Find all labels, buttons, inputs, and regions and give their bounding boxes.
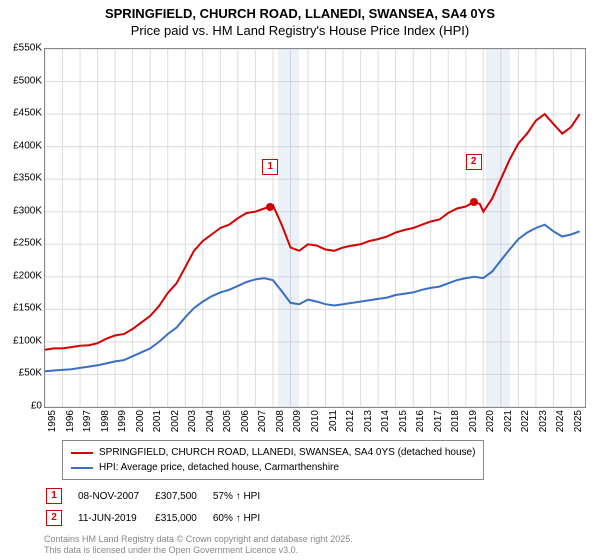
- x-tick-label: 1998: [100, 410, 111, 432]
- sale-marker-dot: [266, 203, 274, 211]
- sale-marker-dot: [470, 198, 478, 206]
- y-tick-label: £150K: [2, 303, 42, 314]
- legend-swatch: [71, 467, 93, 469]
- x-tick-label: 2010: [310, 410, 321, 432]
- y-tick-label: £400K: [2, 140, 42, 151]
- sale-date: 08-NOV-2007: [78, 486, 153, 506]
- sale-marker-box: 1: [262, 159, 278, 175]
- x-tick-label: 2016: [415, 410, 426, 432]
- series-price_paid: [45, 114, 580, 350]
- legend-label: SPRINGFIELD, CHURCH ROAD, LLANEDI, SWANS…: [99, 445, 475, 460]
- sale-delta: 60% ↑ HPI: [213, 508, 274, 528]
- sale-price: £307,500: [155, 486, 211, 506]
- sale-marker-box: 2: [466, 154, 482, 170]
- x-tick-label: 2013: [363, 410, 374, 432]
- title-line-2: Price paid vs. HM Land Registry's House …: [0, 23, 600, 40]
- sale-date: 11-JUN-2019: [78, 508, 153, 528]
- y-tick-label: £100K: [2, 335, 42, 346]
- x-tick-label: 2022: [520, 410, 531, 432]
- y-tick-label: £300K: [2, 205, 42, 216]
- sale-index-box: 1: [46, 488, 62, 504]
- y-tick-label: £550K: [2, 43, 42, 54]
- y-tick-label: £200K: [2, 270, 42, 281]
- x-tick-label: 2009: [292, 410, 303, 432]
- x-tick-label: 2021: [503, 410, 514, 432]
- x-tick-label: 2000: [135, 410, 146, 432]
- footnote-line-1: Contains HM Land Registry data © Crown c…: [44, 534, 353, 545]
- legend-item: HPI: Average price, detached house, Carm…: [71, 460, 475, 475]
- sale-index-box: 2: [46, 510, 62, 526]
- x-tick-label: 2014: [380, 410, 391, 432]
- x-tick-label: 2003: [187, 410, 198, 432]
- legend: SPRINGFIELD, CHURCH ROAD, LLANEDI, SWANS…: [62, 440, 484, 480]
- footnote-line-2: This data is licensed under the Open Gov…: [44, 545, 353, 556]
- x-tick-label: 2020: [485, 410, 496, 432]
- x-tick-label: 2004: [205, 410, 216, 432]
- sales-table: 1 08-NOV-2007£307,50057% ↑ HPI 2 11-JUN-201…: [44, 484, 276, 530]
- x-tick-label: 2017: [433, 410, 444, 432]
- sales-row: 1 08-NOV-2007£307,50057% ↑ HPI: [46, 486, 274, 506]
- y-tick-label: £250K: [2, 238, 42, 249]
- legend-label: HPI: Average price, detached house, Carm…: [99, 460, 339, 475]
- y-tick-label: £0: [2, 401, 42, 412]
- footnote: Contains HM Land Registry data © Crown c…: [44, 534, 353, 556]
- chart-title: SPRINGFIELD, CHURCH ROAD, LLANEDI, SWANS…: [0, 0, 600, 40]
- x-tick-label: 1996: [65, 410, 76, 432]
- y-tick-label: £50K: [2, 368, 42, 379]
- series-hpi: [45, 225, 580, 372]
- x-tick-label: 2005: [222, 410, 233, 432]
- y-tick-label: £350K: [2, 173, 42, 184]
- x-tick-label: 2011: [328, 410, 339, 432]
- x-tick-label: 2007: [257, 410, 268, 432]
- x-tick-label: 2024: [555, 410, 566, 432]
- y-tick-label: £450K: [2, 108, 42, 119]
- x-tick-label: 2025: [573, 410, 584, 432]
- sale-delta: 57% ↑ HPI: [213, 486, 274, 506]
- chart-plot-area: 12: [44, 48, 586, 408]
- title-line-1: SPRINGFIELD, CHURCH ROAD, LLANEDI, SWANS…: [0, 6, 600, 23]
- x-tick-label: 2008: [275, 410, 286, 432]
- sale-price: £315,000: [155, 508, 211, 528]
- x-tick-label: 2001: [152, 410, 163, 432]
- x-tick-label: 1995: [47, 410, 58, 432]
- y-tick-label: £500K: [2, 75, 42, 86]
- x-tick-label: 1999: [117, 410, 128, 432]
- x-tick-label: 1997: [82, 410, 93, 432]
- chart-lines: [45, 49, 585, 407]
- x-tick-label: 2023: [538, 410, 549, 432]
- sales-row: 2 11-JUN-2019£315,00060% ↑ HPI: [46, 508, 274, 528]
- x-tick-label: 2019: [468, 410, 479, 432]
- x-tick-label: 2018: [450, 410, 461, 432]
- x-tick-label: 2006: [240, 410, 251, 432]
- x-tick-label: 2002: [170, 410, 181, 432]
- x-tick-label: 2012: [345, 410, 356, 432]
- legend-swatch: [71, 452, 93, 454]
- x-tick-label: 2015: [398, 410, 409, 432]
- legend-item: SPRINGFIELD, CHURCH ROAD, LLANEDI, SWANS…: [71, 445, 475, 460]
